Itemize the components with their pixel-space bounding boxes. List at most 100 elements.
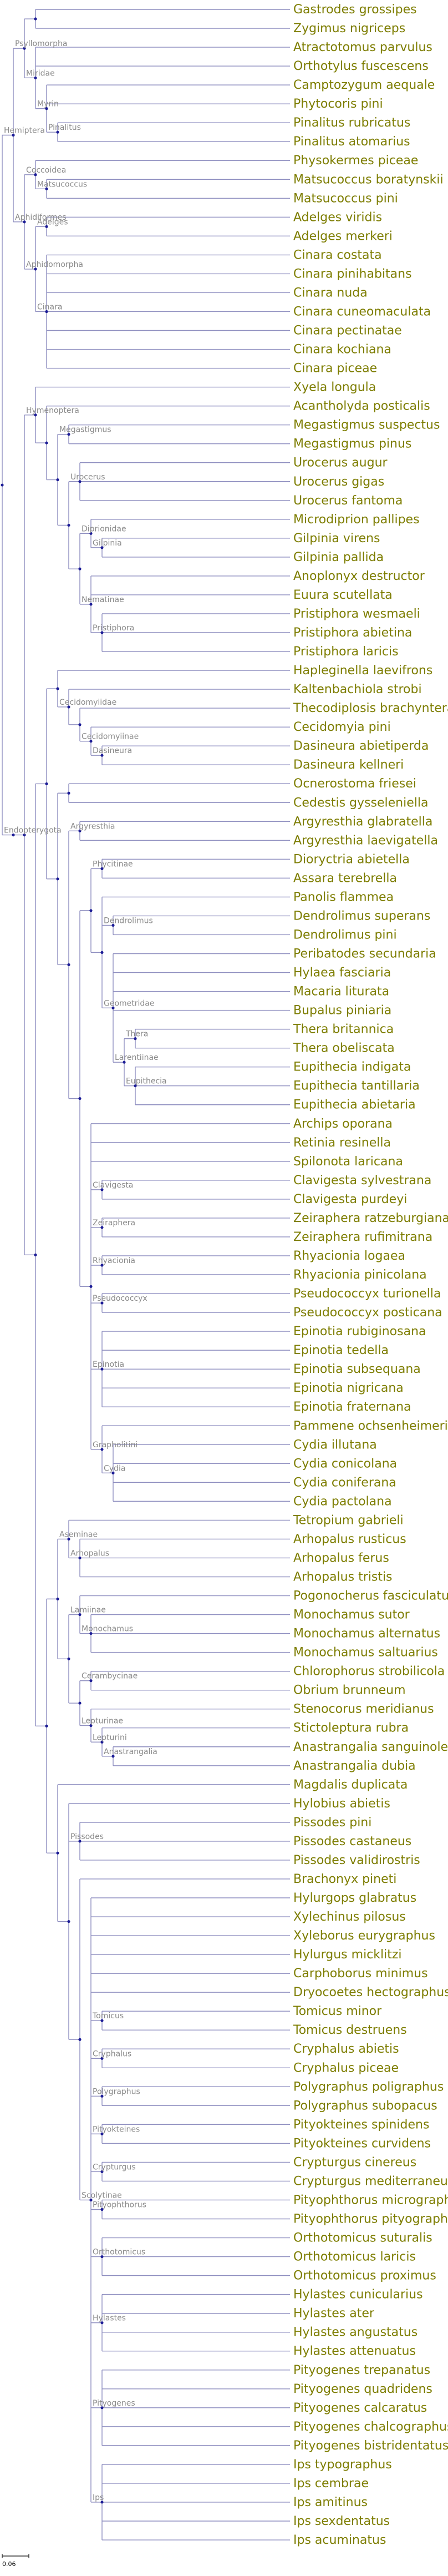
tip-label-eupithecia-tantillaria: Eupithecia tantillaria: [293, 1079, 420, 1093]
internal-node: [1, 483, 4, 487]
tip-label-cydia-coniferana: Cydia coniferana: [293, 1476, 396, 1489]
clade-label-zeiraphera: Zeiraphera: [93, 1219, 135, 1228]
clade-label-cecidomyiidae: Cecidomyiidae: [59, 698, 116, 707]
clade-label-polygraphus: Polygraphus: [93, 2087, 140, 2096]
tip-label-cinara-piceae: Cinara piceae: [293, 362, 377, 376]
tip-label-zeiraphera-rufimitrana: Zeiraphera rufimitrana: [293, 1230, 432, 1244]
internal-node: [34, 173, 37, 176]
tip-label-pityogenes-chalcographus: Pityogenes chalcographus: [293, 2420, 448, 2434]
tip-label-matsucoccus-pini: Matsucoccus pini: [293, 191, 398, 205]
internal-node: [78, 1840, 82, 1843]
tip-label-monochamus-saltuarius: Monochamus saltuarius: [293, 1646, 438, 1660]
internal-node: [78, 829, 82, 832]
clade-label-nematinae: Nematinae: [82, 595, 124, 604]
internal-node: [67, 433, 70, 436]
tip-label-pogonocherus-fasciculatus: Pogonocherus fasciculatus: [293, 1589, 448, 1603]
internal-node: [67, 523, 70, 527]
internal-node: [100, 2255, 104, 2259]
internal-node: [67, 1657, 70, 1660]
clade-label-orthotomicus: Orthotomicus: [93, 2248, 145, 2257]
clade-label-argyresthia: Argyresthia: [70, 822, 115, 831]
clade-label-urocerus: Urocerus: [70, 473, 105, 482]
tip-label-pityogenes-trepanatus: Pityogenes trepanatus: [293, 2363, 430, 2377]
internal-node: [45, 310, 48, 314]
tip-label-pinalitus-rubricatus: Pinalitus rubricatus: [293, 116, 410, 130]
tip-label-tetropium-gabrieli: Tetropium gabrieli: [293, 1513, 404, 1527]
tip-label-camptozygum-aequale: Camptozygum aequale: [293, 78, 435, 92]
tip-label-pseudococcyx-posticana: Pseudococcyx posticana: [293, 1306, 442, 1320]
tip-label-hylurgops-glabratus: Hylurgops glabratus: [293, 1891, 416, 1905]
internal-node: [23, 47, 26, 50]
tip-label-monochamus-alternatus: Monochamus alternatus: [293, 1627, 440, 1641]
internal-node: [100, 2208, 104, 2211]
internal-node: [78, 480, 82, 483]
internal-node: [111, 923, 115, 927]
tip-label-rhyacionia-logaea: Rhyacionia logaea: [293, 1249, 405, 1263]
tip-label-megastigmus-suspectus: Megastigmus suspectus: [293, 418, 440, 432]
clade-label-cecidomyiinae: Cecidomyiinae: [82, 733, 139, 741]
tree-nodes: [1, 17, 137, 2504]
tip-label-gastrodes-grossipes: Gastrodes grossipes: [293, 3, 417, 17]
internal-node: [89, 1285, 93, 1288]
internal-node: [56, 877, 59, 881]
tip-label-euura-scutellata: Euura scutellata: [293, 588, 393, 602]
clade-label-aphidomorpha: Aphidomorpha: [26, 260, 83, 269]
tip-label-spilonota-laricana: Spilonota laricana: [293, 1155, 403, 1169]
tip-label-urocerus-gigas: Urocerus gigas: [293, 475, 384, 489]
clade-label-hylastes: Hylastes: [93, 2314, 126, 2323]
internal-node: [100, 631, 104, 634]
clade-label-hemiptera: Hemiptera: [4, 127, 45, 135]
tip-label-epinotia-rubiginosana: Epinotia rubiginosana: [293, 1325, 426, 1338]
tip-label-arhopalus-rusticus: Arhopalus rusticus: [293, 1532, 406, 1546]
tip-label-eupithecia-indigata: Eupithecia indigata: [293, 1060, 411, 1074]
tip-label-gilpinia-pallida: Gilpinia pallida: [293, 550, 384, 564]
tip-label-anoplonyx-destructor: Anoplonyx destructor: [293, 569, 425, 583]
internal-node: [111, 1006, 115, 1009]
internal-node: [100, 2406, 104, 2410]
tip-label-orthotomicus-suturalis: Orthotomicus suturalis: [293, 2231, 432, 2245]
internal-node: [78, 1556, 82, 1560]
clade-label-crypturgus: Crypturgus: [93, 2163, 136, 2171]
internal-node: [100, 2057, 104, 2060]
internal-node: [100, 2501, 104, 2504]
internal-node: [45, 782, 48, 786]
tip-label-bupalus-piniaria: Bupalus piniaria: [293, 1004, 391, 1018]
internal-node: [56, 687, 59, 690]
tip-label-matsucoccus-boratynskii: Matsucoccus boratynskii: [293, 173, 444, 186]
tip-label-cinara-kochiana: Cinara kochiana: [293, 343, 391, 357]
tip-label-polygraphus-poligraphus: Polygraphus poligraphus: [293, 2080, 444, 2094]
tip-label-hylaea-fasciaria: Hylaea fasciaria: [293, 966, 391, 980]
scale-bar-label: 0.06: [2, 2560, 16, 2568]
internal-node: [45, 187, 48, 190]
internal-node: [100, 2170, 104, 2174]
tip-label-anastrangalia-sanguinolenta: Anastrangalia sanguinolenta: [293, 1740, 448, 1754]
tip-label-polygraphus-subopacus: Polygraphus subopacus: [293, 2099, 437, 2113]
clade-label-dasineura: Dasineura: [93, 746, 132, 755]
tip-label-hylurgus-micklitzi: Hylurgus micklitzi: [293, 1948, 402, 1962]
internal-node: [67, 791, 70, 795]
tip-label-carphoborus-minimus: Carphoborus minimus: [293, 1967, 428, 1981]
tip-label-pissodes-pini: Pissodes pini: [293, 1816, 371, 1830]
clade-label-arhopalus: Arhopalus: [70, 1549, 109, 1558]
internal-node: [56, 1597, 59, 1600]
tip-label-hylastes-ater: Hylastes ater: [293, 2307, 375, 2321]
tip-label-xylechinus-pilosus: Xylechinus pilosus: [293, 1910, 406, 1924]
tip-label-pityophthorus-micrographus: Pityophthorus micrographus: [293, 2193, 448, 2207]
tip-label-pityophthorus-pityographus: Pityophthorus pityographus: [293, 2213, 448, 2226]
internal-node: [100, 1740, 104, 1744]
tip-label-zeiraphera-ratzeburgiana: Zeiraphera ratzeburgiana: [293, 1211, 448, 1225]
internal-node: [89, 1632, 93, 1635]
clade-label-pityokteines: Pityokteines: [93, 2125, 140, 2134]
tip-label-ips-cembrae: Ips cembrae: [293, 2477, 369, 2491]
tip-label-cedestis-gysseleniella: Cedestis gysseleniella: [293, 796, 428, 810]
clade-label-scolytinae: Scolytinae: [82, 2191, 122, 2200]
internal-node: [89, 603, 93, 606]
internal-node: [78, 1701, 82, 1705]
internal-node: [100, 951, 104, 954]
tip-label-argyresthia-laevigatella: Argyresthia laevigatella: [293, 834, 438, 847]
tip-label-adelges-merkeri: Adelges merkeri: [293, 229, 393, 243]
clade-label-epinotia: Epinotia: [93, 1360, 124, 1369]
clade-label-diprionidae: Diprionidae: [82, 524, 126, 533]
tip-label-microdiprion-pallipes: Microdiprion pallipes: [293, 513, 420, 527]
